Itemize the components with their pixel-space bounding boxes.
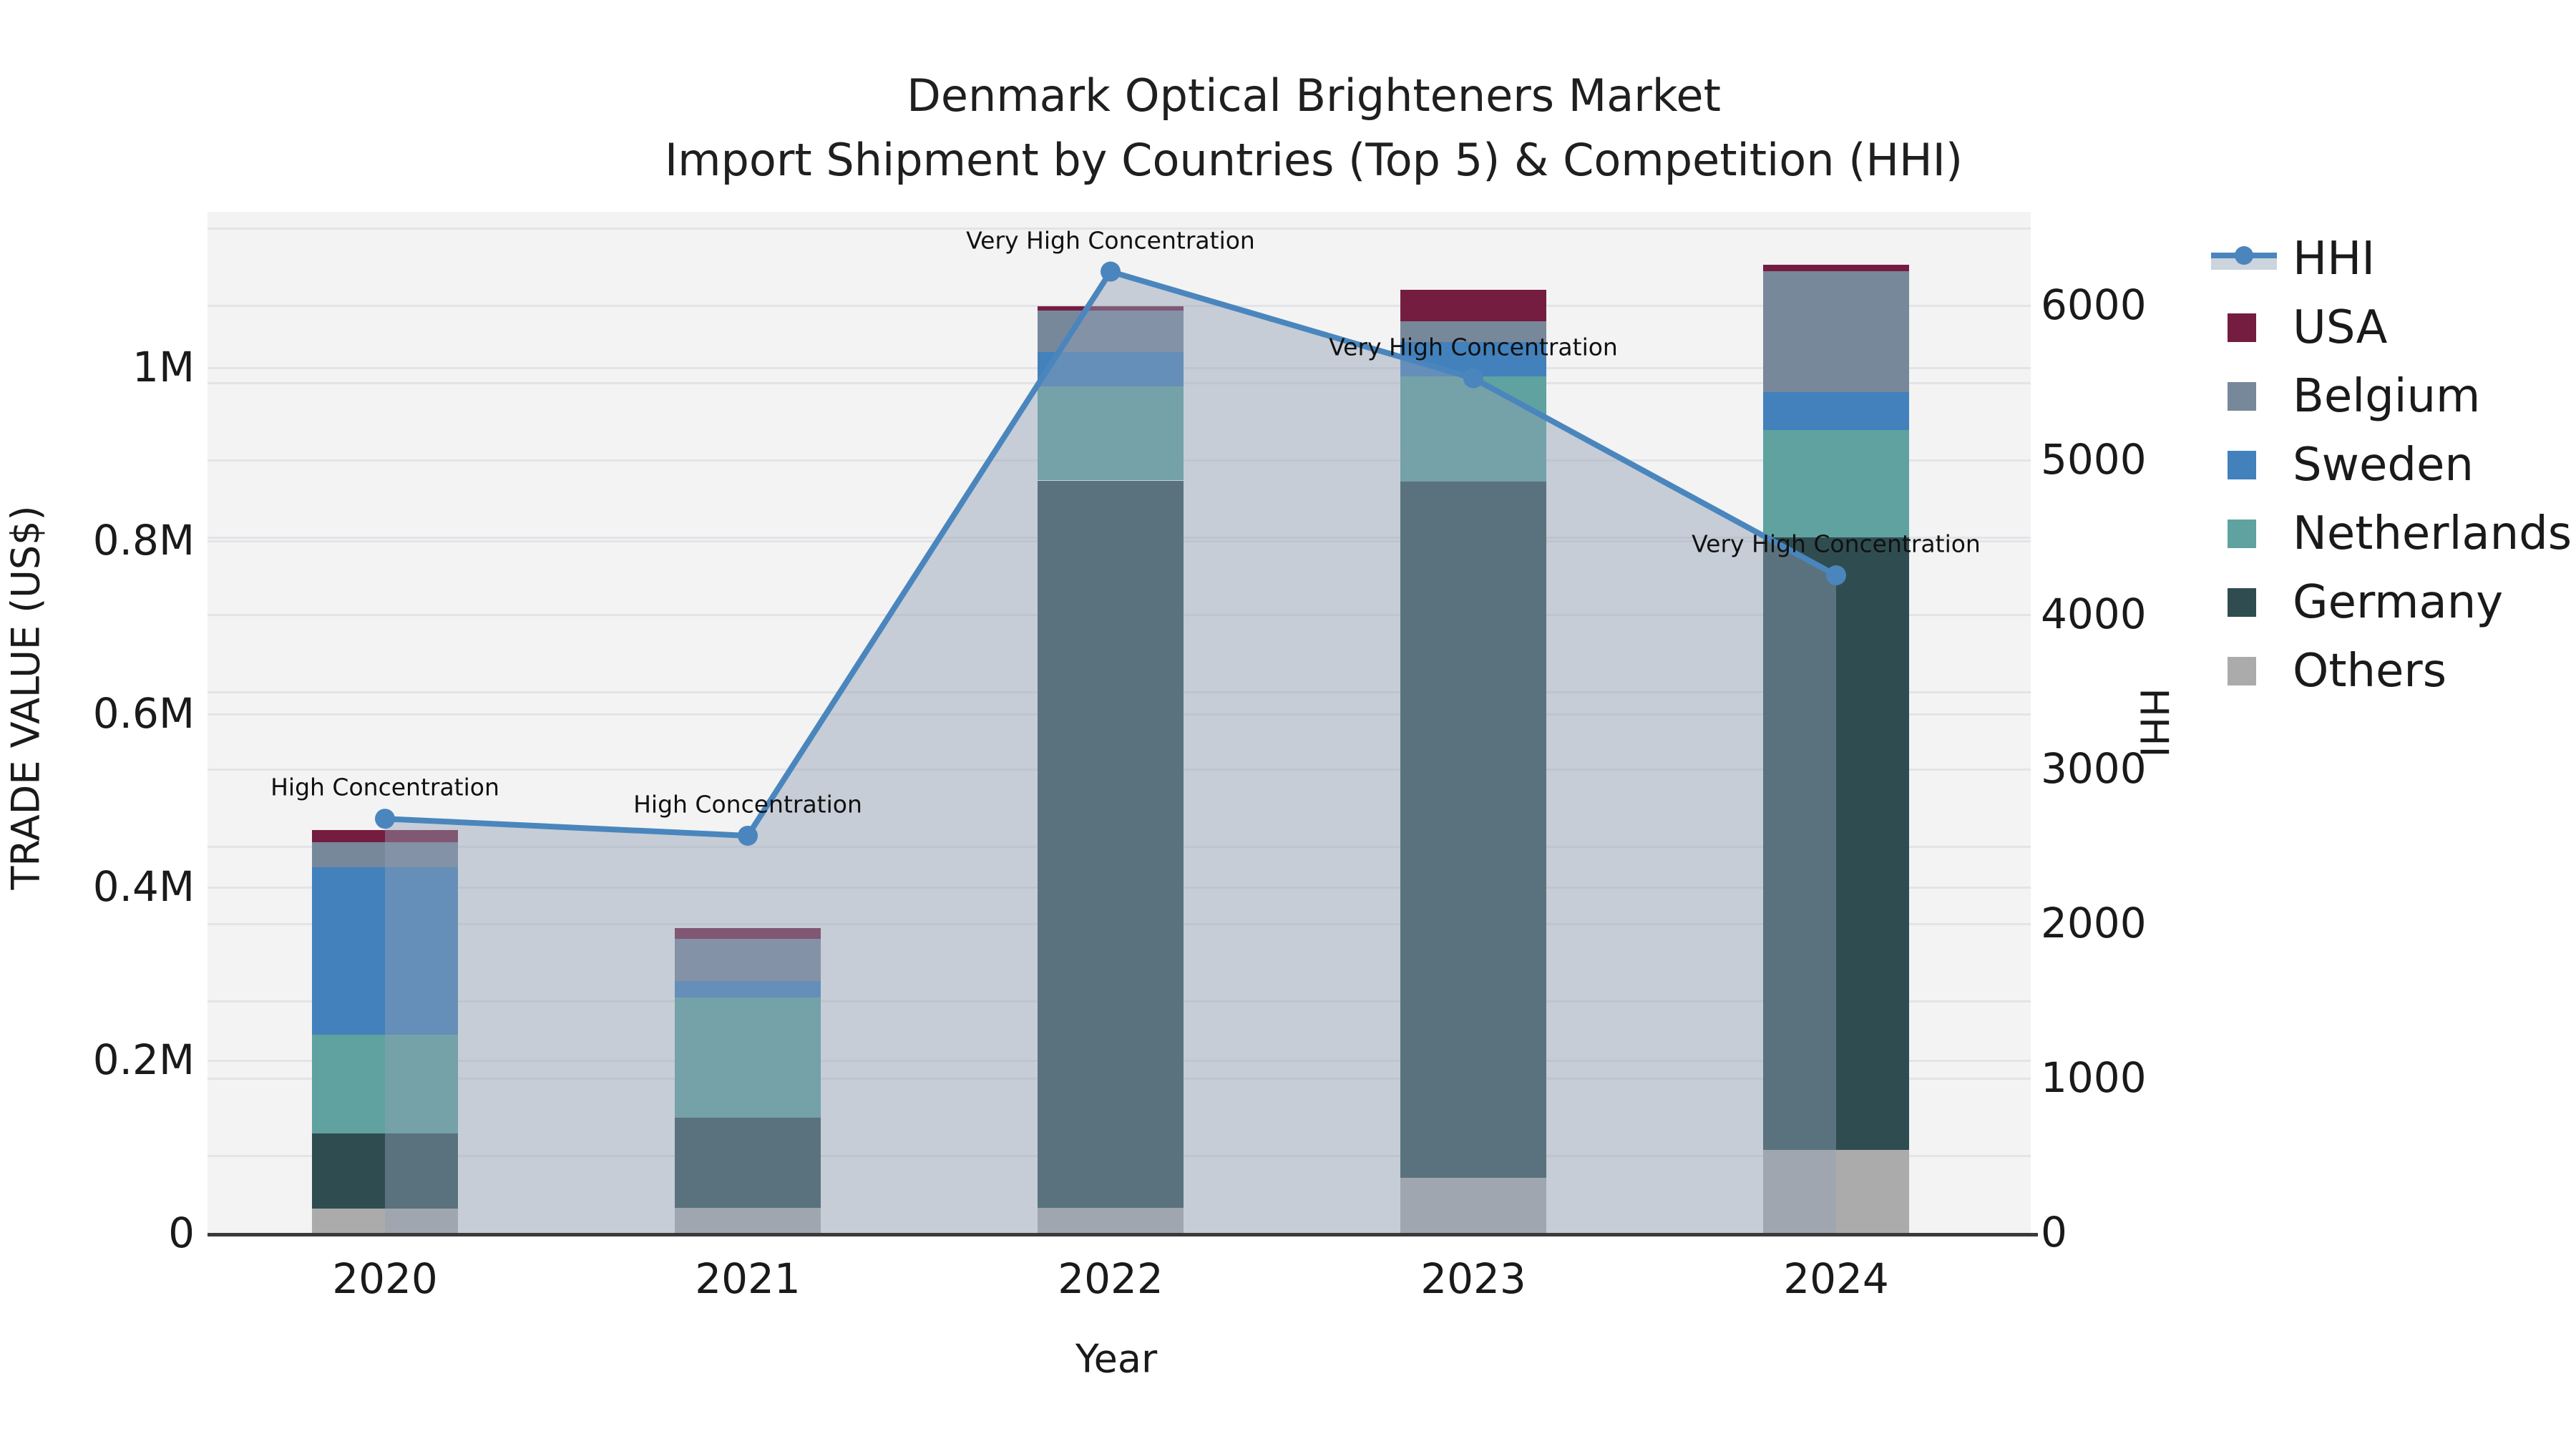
bar-segment-germany-2021 [675, 1118, 821, 1208]
bar-segment-belgium-2020 [312, 842, 458, 868]
legend-label: Netherlands [2293, 507, 2572, 560]
bar-segment-germany-2023 [1400, 481, 1546, 1178]
legend-label: HHI [2293, 233, 2376, 286]
color-swatch-icon [2211, 431, 2290, 499]
annotation-2021: High Concentration [633, 790, 862, 819]
bar-segment-usa-2020 [312, 830, 458, 843]
bar-segment-usa-2021 [675, 928, 821, 939]
bar-segment-others-2022 [1038, 1207, 1184, 1233]
x-axis-tick: 2020 [332, 1254, 438, 1303]
x-axis-line [208, 1233, 2038, 1236]
legend-item-usa: USA [2211, 293, 2387, 362]
bar-segment-belgium-2024 [1763, 270, 1909, 393]
x-axis-title: Year [1075, 1336, 1158, 1382]
y-axis-title-left: TRADE VALUE (US$) [3, 505, 49, 890]
x-axis-tick: 2023 [1420, 1254, 1526, 1303]
annotation-2020: High Concentration [270, 773, 499, 801]
bar-segment-germany-2022 [1038, 480, 1184, 1208]
legend-item-hhi: HHI [2211, 225, 2375, 293]
bar-segment-sweden-2021 [675, 980, 821, 997]
chart-title-line1: Denmark Optical Brighteners Market [907, 69, 1721, 122]
color-swatch-icon [2211, 568, 2290, 637]
bar-segment-netherlands-2023 [1400, 376, 1546, 482]
bar-segment-germany-2020 [312, 1133, 458, 1209]
bar-segment-others-2020 [312, 1209, 458, 1233]
bar-segment-sweden-2024 [1763, 392, 1909, 431]
legend-item-sweden: Sweden [2211, 431, 2474, 499]
y-axis-tick-right: 4000 [2041, 590, 2147, 638]
bar-segment-usa-2022 [1038, 306, 1184, 311]
bar-segment-belgium-2021 [675, 938, 821, 981]
bar-segment-sweden-2022 [1038, 352, 1184, 386]
y-axis-tick-right: 3000 [2041, 744, 2147, 793]
legend-item-belgium: Belgium [2211, 362, 2480, 431]
x-axis-tick: 2021 [695, 1254, 801, 1303]
bar-segment-others-2021 [675, 1207, 821, 1233]
color-swatch-icon [2211, 637, 2290, 706]
legend-label: Others [2293, 645, 2447, 698]
y-axis-tick-right: 0 [2041, 1208, 2067, 1257]
y-axis-tick-right: 2000 [2041, 899, 2147, 947]
y-axis-tick-left: 0.4M [92, 862, 195, 911]
bar-segment-others-2024 [1763, 1149, 1909, 1233]
color-swatch-icon [2211, 362, 2290, 431]
y-axis-tick-right: 6000 [2041, 280, 2147, 329]
chart-title-line2: Import Shipment by Countries (Top 5) & C… [664, 134, 1963, 186]
legend-label: Germany [2293, 576, 2504, 629]
x-axis-tick: 2022 [1058, 1254, 1163, 1303]
annotation-2022: Very High Concentration [966, 226, 1255, 255]
legend-item-germany: Germany [2211, 568, 2503, 637]
annotation-2024: Very High Concentration [1692, 530, 1981, 558]
legend-label: Sweden [2293, 439, 2474, 492]
legend-label: Belgium [2293, 370, 2481, 423]
bar-segment-netherlands-2021 [675, 997, 821, 1118]
bar-segment-sweden-2020 [312, 867, 458, 1035]
bar-segment-others-2023 [1400, 1177, 1546, 1233]
legend-item-netherlands: Netherlands [2211, 499, 2572, 568]
annotation-2023: Very High Concentration [1329, 333, 1618, 361]
color-swatch-icon [2211, 293, 2290, 362]
y-axis-tick-left: 0.6M [92, 689, 195, 738]
y-axis-tick-left: 0 [168, 1209, 195, 1257]
bar-segment-germany-2024 [1763, 537, 1909, 1150]
bar-segment-usa-2023 [1400, 290, 1546, 321]
y-axis-title-right: HHI [2131, 688, 2177, 758]
bar-segment-netherlands-2020 [312, 1034, 458, 1133]
gridline-hhi [208, 228, 2031, 230]
bar-segment-usa-2024 [1763, 265, 1909, 271]
bar-segment-belgium-2022 [1038, 311, 1184, 353]
hhi-line-swatch-icon [2211, 225, 2290, 293]
y-axis-tick-right: 1000 [2041, 1053, 2147, 1102]
bar-segment-netherlands-2022 [1038, 386, 1184, 481]
y-axis-tick-left: 0.2M [92, 1035, 195, 1084]
bar-segment-netherlands-2024 [1763, 430, 1909, 538]
y-axis-tick-left: 1M [132, 343, 195, 391]
legend-label: USA [2293, 301, 2388, 354]
y-axis-tick-right: 5000 [2041, 435, 2147, 484]
legend-item-others: Others [2211, 637, 2446, 706]
y-axis-tick-left: 0.8M [92, 516, 195, 565]
color-swatch-icon [2211, 499, 2290, 568]
x-axis-tick: 2024 [1783, 1254, 1889, 1303]
